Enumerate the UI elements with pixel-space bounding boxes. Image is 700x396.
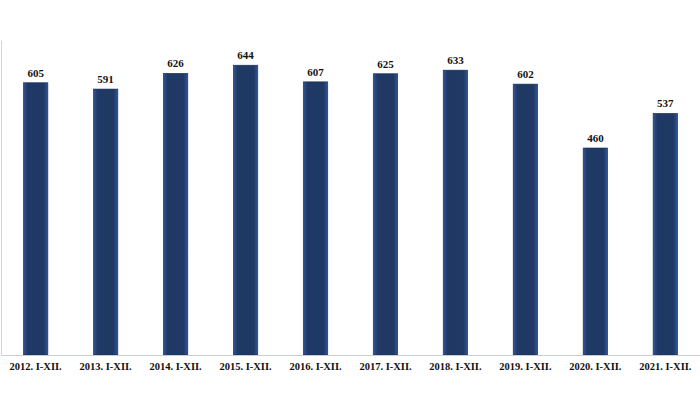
bars xyxy=(23,65,677,355)
x-tick-label: 2021. I-XII. xyxy=(639,361,692,372)
data-label: 537 xyxy=(657,97,674,109)
x-tick-label: 2016. I-XII. xyxy=(289,361,342,372)
x-tick-label: 2018. I-XII. xyxy=(429,361,482,372)
data-labels: 605 591 626 644 607 625 633 602 460 537 xyxy=(27,49,674,144)
x-tick: 2014. I-XII. xyxy=(149,355,202,372)
data-label: 625 xyxy=(377,58,394,70)
x-axis-line xyxy=(2,355,700,356)
x-tick: 2019. I-XII. xyxy=(499,355,552,372)
chart: 605 591 626 644 607 625 633 602 460 537 2012. I-XI… xyxy=(0,0,700,396)
x-tick-label: 2019. I-XII. xyxy=(499,361,552,372)
bar xyxy=(303,82,327,355)
x-tick-label: 2014. I-XII. xyxy=(149,361,202,372)
x-tick-label: 2020. I-XII. xyxy=(569,361,622,372)
bar xyxy=(513,84,537,355)
x-tick-label: 2017. I-XII. xyxy=(359,361,412,372)
x-tick: 2021. I-XII. xyxy=(639,355,692,372)
bar xyxy=(93,89,117,355)
data-label: 605 xyxy=(27,67,44,79)
plot: 605 591 626 644 607 625 633 602 460 537 2012. I-XI… xyxy=(2,41,700,373)
data-label: 460 xyxy=(587,132,604,144)
x-tick: 2020. I-XII. xyxy=(569,355,622,372)
x-tick: 2013. I-XII. xyxy=(79,355,132,372)
data-label: 633 xyxy=(447,54,464,66)
x-tick-label: 2015. I-XII. xyxy=(219,361,272,372)
y-axis xyxy=(1,41,2,356)
data-label: 602 xyxy=(517,68,534,80)
data-label: 644 xyxy=(237,49,254,61)
bar xyxy=(233,65,257,355)
x-tick: 2015. I-XII. xyxy=(219,355,272,372)
bar xyxy=(23,83,47,355)
bar xyxy=(583,148,607,355)
x-tick-label: 2013. I-XII. xyxy=(79,361,132,372)
y-axis-line xyxy=(1,41,2,356)
x-tick-label: 2012. I-XII. xyxy=(10,361,63,372)
bar xyxy=(443,70,467,355)
data-label: 591 xyxy=(97,73,114,85)
data-label: 607 xyxy=(307,66,324,78)
x-tick: 2018. I-XII. xyxy=(429,355,482,372)
x-axis: 2012. I-XII. 2013. I-XII. 2014. I-XII. 2015… xyxy=(2,355,700,372)
bar xyxy=(163,73,187,355)
x-tick: 2012. I-XII. xyxy=(10,355,63,372)
data-label: 626 xyxy=(167,57,184,69)
x-tick: 2017. I-XII. xyxy=(359,355,412,372)
x-tick: 2016. I-XII. xyxy=(289,355,342,372)
bar xyxy=(373,74,397,355)
bar xyxy=(653,113,677,355)
